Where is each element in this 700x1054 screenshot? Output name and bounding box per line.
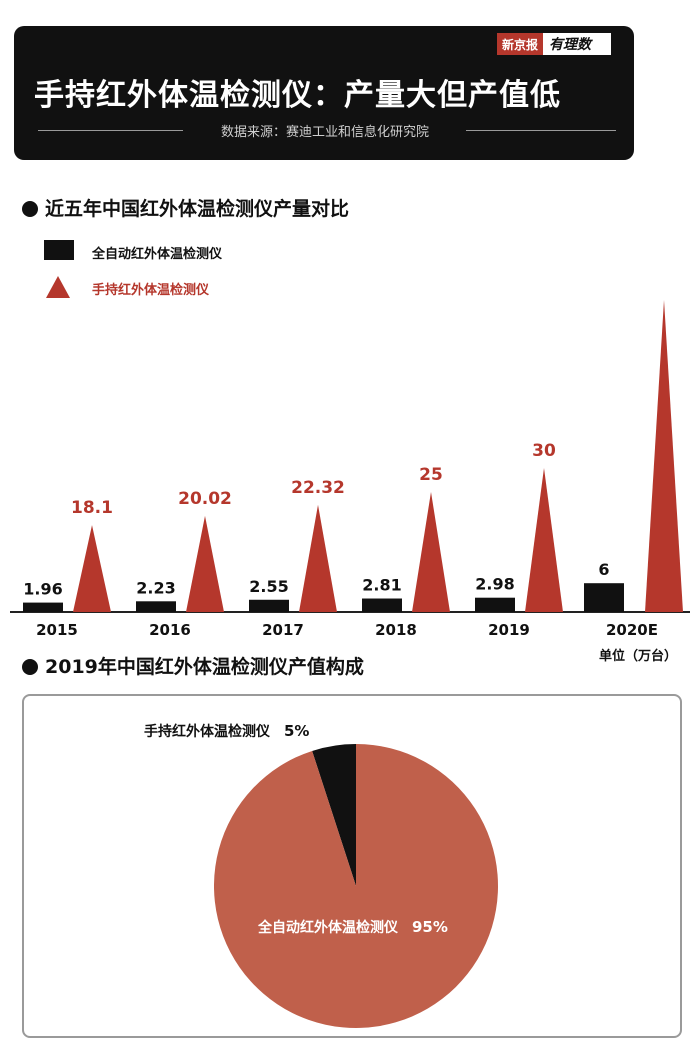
pie-label-handheld: 手持红外体温检测仪 5% (144, 721, 309, 741)
bar-automatic-2018 (362, 598, 402, 612)
data-label-automatic-2016: 2.23 (136, 578, 175, 597)
pie-label-handheld-pct: 5% (284, 722, 310, 740)
data-label-automatic-2018: 2.81 (362, 576, 401, 595)
pie-label-automatic: 全自动红外体温检测仪 95% (258, 917, 448, 937)
pie-label-automatic-name: 全自动红外体温检测仪 (258, 920, 398, 936)
unit-label: 单位（万台） (599, 649, 678, 664)
triangle-handheld-2016 (186, 515, 224, 612)
page-title: 手持红外体温检测仪：产量大但产值低 (34, 78, 561, 113)
pie-slice-handheld (312, 744, 356, 886)
data-source: 数据来源：赛迪工业和信息化研究院 (220, 125, 429, 140)
tick-label-2016: 2016 (149, 621, 191, 639)
section-title-production: 近五年中国红外体温检测仪产量对比 (22, 194, 349, 221)
data-label-automatic-2020E: 6 (598, 560, 609, 579)
tick-label-2019: 2019 (488, 621, 530, 639)
data-label-automatic-2019: 2.98 (475, 575, 514, 594)
bar-automatic-2020E (584, 583, 624, 612)
data-label-handheld-2017: 22.32 (291, 478, 345, 498)
bar-automatic-2015 (23, 602, 63, 612)
production-bar-chart: 1.96 18.1 2015 2.23 20.02 2016 2.55 22.32 2017 2.… (10, 300, 690, 639)
legend-label-automatic: 全自动红外体温检测仪 (92, 247, 223, 262)
data-label-automatic-2015: 1.96 (23, 580, 62, 599)
triangle-handheld-2018 (412, 492, 450, 612)
data-label-handheld-2019: 30 (532, 441, 556, 461)
data-label-automatic-2017: 2.55 (249, 577, 288, 596)
value-pie-chart (214, 744, 499, 1028)
section-title-value: 2019年中国红外体温检测仪产值构成 (22, 652, 364, 679)
brand-logo-right: 有理数 (549, 37, 592, 53)
tick-label-2017: 2017 (262, 621, 304, 639)
pie-label-automatic-pct: 95% (412, 918, 448, 936)
pie-panel: 手持红外体温检测仪 5% 全自动红外体温检测仪 95% (22, 694, 682, 1038)
tick-label-2020E: 2020E (606, 621, 658, 639)
legend-square-icon (44, 240, 74, 260)
bullet-dot-icon (22, 659, 38, 675)
pie-slice-automatic (214, 744, 499, 1028)
bullet-dot-icon (22, 201, 38, 217)
legend-label-handheld: 手持红外体温检测仪 (92, 283, 210, 298)
triangle-handheld-2020E (645, 300, 683, 612)
pie-label-handheld-name: 手持红外体温检测仪 (144, 724, 270, 740)
source-divider-right (466, 130, 616, 131)
triangle-handheld-2019 (525, 468, 563, 612)
source-divider-left (38, 130, 183, 131)
triangle-handheld-2015 (73, 525, 111, 612)
bar-automatic-2019 (475, 597, 515, 612)
brand-logo-left: 新京报 (497, 33, 544, 55)
data-label-handheld-2015: 18.1 (71, 498, 113, 518)
legend-triangle-icon (46, 276, 70, 298)
section-title-value-text: 2019年中国红外体温检测仪产值构成 (45, 656, 364, 678)
triangle-handheld-2017 (299, 504, 337, 612)
tick-label-2018: 2018 (375, 621, 417, 639)
brand-logo: 新京报 有理数 (496, 32, 612, 56)
bar-automatic-2016 (136, 601, 176, 612)
data-label-handheld-2018: 25 (419, 465, 443, 485)
tick-label-2015: 2015 (36, 621, 78, 639)
bar-automatic-2017 (249, 599, 289, 612)
section-title-production-text: 近五年中国红外体温检测仪产量对比 (45, 198, 350, 220)
data-label-handheld-2016: 20.02 (178, 489, 232, 509)
